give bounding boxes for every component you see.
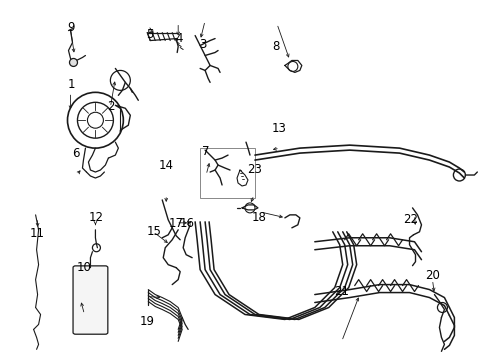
Text: 7: 7 bbox=[202, 145, 209, 158]
Text: 18: 18 bbox=[251, 211, 266, 224]
Ellipse shape bbox=[69, 58, 77, 67]
Text: 21: 21 bbox=[334, 285, 349, 298]
Text: 1: 1 bbox=[67, 78, 75, 91]
FancyBboxPatch shape bbox=[73, 266, 108, 334]
FancyBboxPatch shape bbox=[76, 325, 105, 329]
Text: 8: 8 bbox=[272, 40, 279, 53]
Bar bbox=[200, 148, 254, 198]
Text: 3: 3 bbox=[199, 38, 206, 51]
Text: 15: 15 bbox=[146, 225, 162, 238]
Text: 12: 12 bbox=[88, 211, 103, 224]
FancyBboxPatch shape bbox=[76, 282, 105, 286]
Text: 22: 22 bbox=[402, 213, 417, 226]
Text: 19: 19 bbox=[139, 315, 154, 328]
Text: 20: 20 bbox=[424, 269, 439, 282]
Text: 4: 4 bbox=[175, 32, 182, 45]
Text: 16: 16 bbox=[179, 216, 194, 230]
Text: 10: 10 bbox=[77, 261, 92, 274]
Text: 17: 17 bbox=[168, 216, 183, 230]
Text: 14: 14 bbox=[159, 159, 174, 172]
FancyBboxPatch shape bbox=[76, 297, 105, 300]
Text: 6: 6 bbox=[72, 147, 80, 159]
Text: 11: 11 bbox=[30, 227, 45, 240]
Text: 23: 23 bbox=[246, 163, 261, 176]
Text: 2: 2 bbox=[106, 100, 114, 113]
Text: 9: 9 bbox=[67, 21, 75, 34]
Text: 5: 5 bbox=[145, 28, 153, 41]
Text: 13: 13 bbox=[271, 122, 285, 135]
FancyBboxPatch shape bbox=[76, 311, 105, 315]
